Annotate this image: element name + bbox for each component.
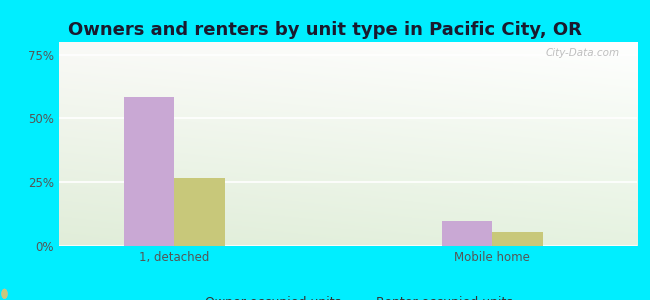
Text: Owners and renters by unit type in Pacific City, OR: Owners and renters by unit type in Pacif… xyxy=(68,21,582,39)
Bar xyxy=(493,232,543,246)
Bar xyxy=(174,178,225,246)
Legend: Owner occupied units, Renter occupied units: Owner occupied units, Renter occupied un… xyxy=(176,289,519,300)
Bar xyxy=(124,97,174,246)
Text: City-Data.com: City-Data.com xyxy=(545,48,619,58)
Bar xyxy=(442,220,493,246)
